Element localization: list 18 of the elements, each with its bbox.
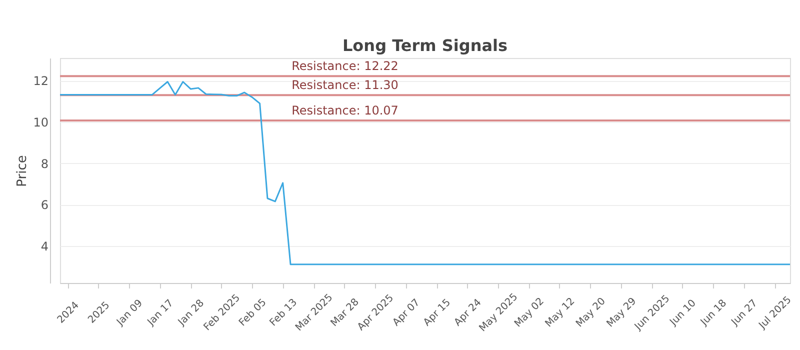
x-tick-label: Jun 10	[668, 298, 698, 329]
ref-line-label: Resistance: 11.30	[292, 78, 398, 92]
y-tick-label: 4	[40, 239, 48, 254]
y-axis-title: Price	[15, 155, 30, 187]
chart-title: Long Term Signals	[342, 36, 508, 55]
x-tick-label: Apr 15	[422, 297, 454, 328]
ref-line-label: Resistance: 12.22	[292, 59, 398, 74]
y-tick-label: 6	[40, 198, 48, 212]
x-tick-label: Jan 09	[114, 298, 145, 329]
ref-line-label: Resistance: 10.07	[292, 104, 398, 118]
x-tick-label: Jun 18	[698, 298, 730, 329]
y-tick-label: 8	[40, 156, 48, 171]
x-tick-label: Jan 17	[145, 298, 176, 329]
y-tick-label: 12	[33, 74, 48, 88]
x-tick-label: Apr 07	[391, 297, 422, 328]
line-series	[59, 80, 791, 266]
x-tick-label: Jun 27	[729, 298, 760, 329]
y-tick-label: 10	[33, 115, 48, 130]
